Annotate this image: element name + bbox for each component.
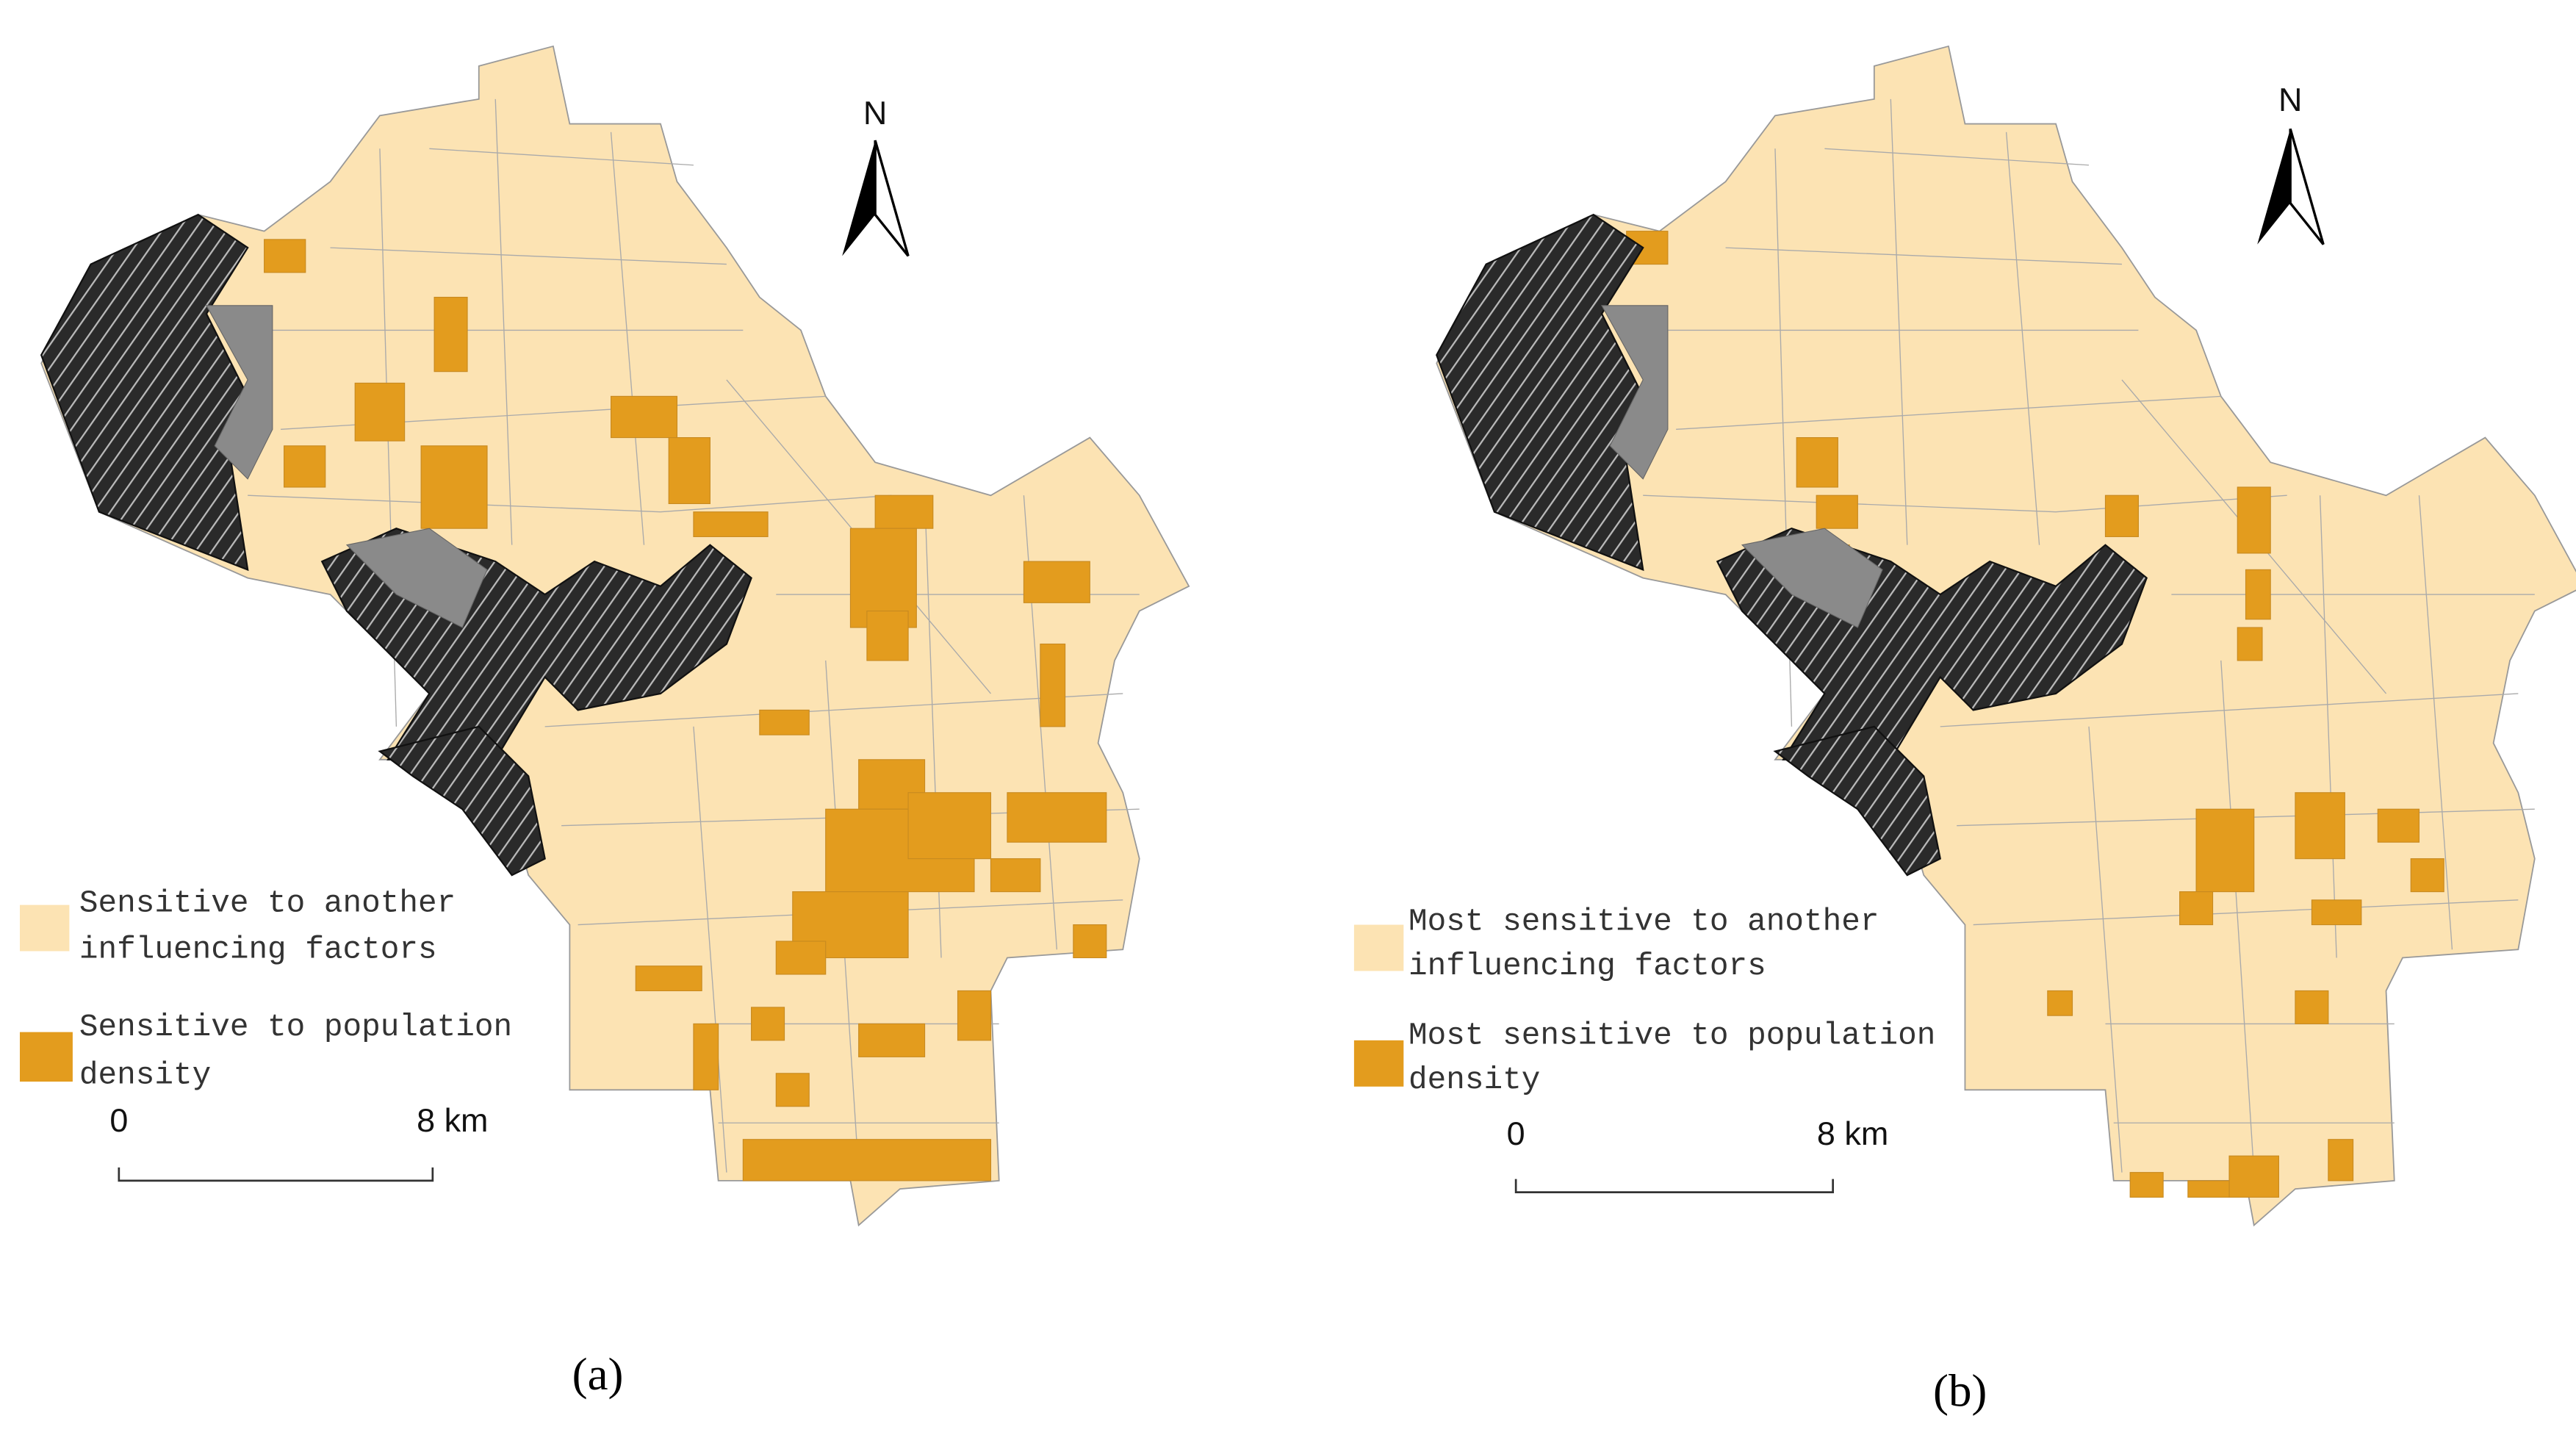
sensitive-area [693,1023,719,1090]
sensitive-area [775,941,827,975]
sensitive-area [2328,1139,2354,1182]
sensitive-area [433,296,468,373]
mountain-relief [1773,725,1941,877]
sensitive-area [420,445,488,529]
sensitive-area [2104,494,2139,537]
boundary-line [1725,247,2122,265]
sensitive-area [2237,627,2263,661]
mountain-relief [378,725,546,877]
sensitive-area [284,445,326,488]
legend-label: Most sensitive to another [1408,903,1879,939]
legend-label: density [1408,1062,1540,1098]
hillshade [1601,305,1669,480]
boundary-line [2319,495,2337,958]
mountain-relief [40,213,265,572]
sensitive-area [1816,494,1858,529]
panel-caption: (a) [572,1348,624,1400]
sensitive-area [957,990,992,1041]
sensitive-area [610,395,678,439]
boundary-line [693,726,727,1173]
sensitive-area [874,494,934,529]
boundary-line [330,247,727,265]
boundary-line [2418,495,2453,950]
legend-label: Sensitive to another [79,885,456,921]
sensitive-area [742,1139,992,1182]
north-arrow [842,140,876,256]
sensitive-area [2295,792,2345,860]
sensitive-area [2410,858,2444,893]
sensitive-area [2237,486,2271,554]
boundary-line [2088,726,2123,1173]
sensitive-area [635,965,702,992]
legend-label: density [79,1057,211,1093]
map-panel [40,45,1190,1227]
sensitive-area [1023,561,1090,603]
boundary-line [429,148,694,166]
boundary-line [248,494,892,513]
sensitive-area [2311,899,2362,926]
sensitive-area [2187,1180,2230,1198]
legend-label: Sensitive to population [79,1009,512,1045]
scale-end: 8 km [417,1101,488,1139]
sensitive-area [2129,1172,2164,1198]
mountain-relief [1436,213,1661,572]
scale-bar [118,1167,434,1182]
legend-label: influencing factors [79,932,437,968]
boundary-line [544,693,1123,727]
sensitive-area [858,1023,926,1057]
boundary-line [1890,98,1908,545]
legend-label: Most sensitive to population [1408,1017,1935,1053]
legend-label: influencing factors [1408,948,1766,984]
boundary-line [1824,148,2090,166]
sensitive-area [1796,437,1838,488]
sensitive-area [759,709,810,736]
north-arrow [2289,128,2325,245]
hillshade [345,528,488,628]
sensitive-area [1007,792,1107,843]
sensitive-area [990,858,1041,893]
sensitive-area [1073,924,1107,959]
sensitive-area [693,511,769,537]
hillshade [1741,528,1883,628]
scale-bar [1514,1179,1834,1193]
scale-end: 8 km [1817,1115,1888,1152]
north-arrow [2257,129,2291,245]
sensitive-area [2195,808,2255,893]
sensitive-area [2245,569,2271,620]
map-panel [1436,45,2576,1227]
panel-caption: (b) [1933,1364,1987,1416]
sensitive-area [2228,1155,2280,1198]
sensitive-area [866,610,909,661]
boundary-line [2220,660,2255,1173]
scale-start: 0 [109,1101,128,1139]
legend-swatch [1353,924,1404,971]
boundary-line [1643,494,2287,513]
sensitive-area [1040,643,1066,727]
sensitive-area [354,382,406,442]
sensitive-area [751,1007,785,1041]
legend-swatch [19,1032,73,1082]
boundary-line [1973,899,2519,926]
sensitive-area [2295,990,2329,1024]
north-arrow [874,140,910,257]
sensitive-area [668,437,710,505]
north-label: N [863,94,887,132]
legend-swatch [1353,1040,1404,1087]
sensitive-area [2179,891,2214,926]
boundary-line [610,132,645,545]
boundary-line [494,98,513,545]
sensitive-area [2047,990,2073,1016]
scale-start: 0 [1507,1115,1525,1152]
sensitive-area [2377,808,2420,843]
boundary-line [2005,132,2040,545]
boundary-line [1940,693,2519,727]
sensitive-area [775,1073,810,1107]
legend-swatch [19,904,70,952]
sensitive-area [264,239,306,273]
boundary-line [1676,395,2221,430]
hillshade [205,305,273,480]
sensitive-area [907,792,992,860]
north-label: N [2278,81,2302,118]
